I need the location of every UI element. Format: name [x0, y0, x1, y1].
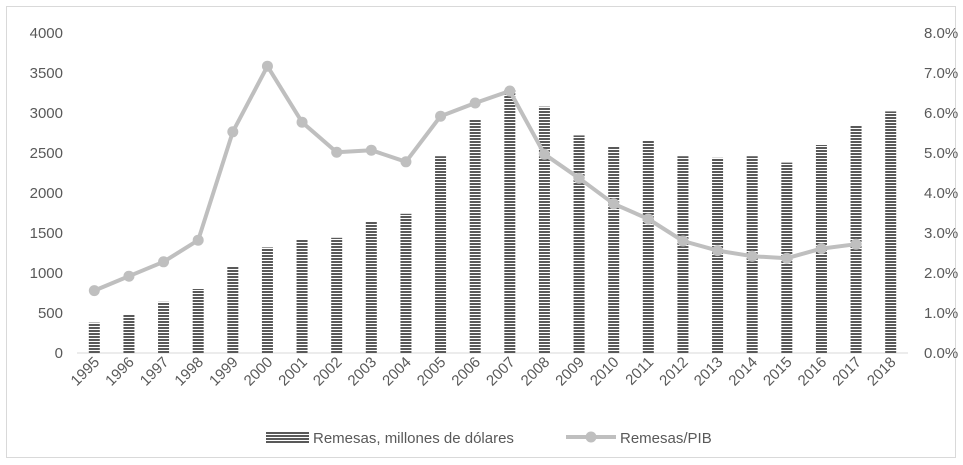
line-point-1999	[227, 126, 239, 138]
y-right-tick-label: 2.0%	[924, 265, 958, 282]
y-right-tick-label: 3.0%	[924, 225, 958, 242]
y-right-tick-label: 5.0%	[924, 145, 958, 162]
legend: Remesas, millones de dólares Remesas/PIB	[266, 430, 712, 447]
x-tick-label: 2001	[275, 354, 311, 390]
line-series	[88, 60, 862, 297]
y-right-tick-label: 0.0%	[924, 345, 958, 362]
y-left-tick-label: 2500	[30, 145, 63, 162]
bar-2001	[296, 239, 308, 353]
legend-marker-line	[585, 431, 597, 443]
legend-label-line: Remesas/PIB	[620, 430, 712, 447]
y-left-tick-label: 4000	[30, 25, 63, 42]
y-left-tick-label: 2000	[30, 185, 63, 202]
bar-2010	[608, 146, 620, 353]
x-tick-label: 2014	[725, 354, 761, 390]
legend-swatch-bars	[266, 431, 309, 443]
bar-2000	[261, 247, 273, 353]
y-right-tick-label: 1.0%	[924, 305, 958, 322]
bar-2018	[885, 111, 897, 354]
x-tick-label: 2009	[552, 354, 588, 390]
bar-2011	[642, 140, 654, 353]
line-point-2001	[296, 116, 308, 128]
bar-2004	[400, 213, 412, 353]
x-tick-label: 2002	[310, 354, 346, 390]
line-point-2014	[746, 250, 758, 262]
x-tick-label: 2003	[345, 354, 381, 390]
x-tick-label: 2017	[829, 354, 865, 390]
bar-2008	[538, 106, 550, 353]
bar-2002	[331, 237, 343, 353]
y-right-tick-label: 4.0%	[924, 185, 958, 202]
line-point-2015	[781, 252, 793, 264]
line-point-2012	[677, 235, 689, 247]
line-point-2010	[608, 198, 620, 210]
line-point-2006	[469, 97, 481, 109]
legend-label-bars: Remesas, millones de dólares	[313, 430, 514, 447]
bar-1997	[158, 301, 170, 353]
line-point-2005	[435, 110, 447, 122]
bar-series	[88, 89, 897, 354]
y-left-tick-label: 3000	[30, 105, 63, 122]
bar-2007	[504, 89, 516, 354]
line-point-1995	[88, 285, 100, 297]
x-tick-label: 2016	[795, 354, 831, 390]
chart-frame	[6, 6, 956, 458]
x-tick-label: 2013	[691, 354, 727, 390]
bar-1996	[123, 314, 135, 353]
x-tick-label: 2004	[379, 354, 415, 390]
line-point-1996	[123, 270, 135, 282]
y-left-tick-label: 0	[55, 345, 63, 362]
x-tick-label: 2018	[864, 354, 900, 390]
line-point-2002	[331, 146, 343, 158]
bar-1995	[88, 322, 100, 353]
x-tick-label: 2007	[483, 354, 519, 390]
y-right-tick-label: 7.0%	[924, 65, 958, 82]
line-point-2000	[261, 60, 273, 72]
x-tick-label: 2012	[656, 354, 692, 390]
x-tick-label: 1995	[68, 354, 104, 390]
line-point-2009	[573, 172, 585, 184]
x-tick-label: 1997	[137, 354, 173, 390]
x-tick-label: 2011	[622, 354, 657, 389]
x-tick-label: 2006	[448, 354, 484, 390]
y-left-tick-label: 1500	[30, 225, 63, 242]
y-left-tick-label: 3500	[30, 65, 63, 82]
line-point-1998	[192, 234, 204, 246]
line-point-2013	[712, 245, 724, 257]
y-left-tick-label: 1000	[30, 265, 63, 282]
x-tick-label: 2000	[241, 354, 277, 390]
y-right-tick-label: 8.0%	[924, 25, 958, 42]
bar-2009	[573, 135, 585, 353]
line-point-2003	[365, 144, 377, 156]
line-point-1997	[158, 256, 170, 268]
line-point-2004	[400, 156, 412, 168]
x-tick-label: 2010	[587, 354, 623, 390]
y-right-tick-label: 6.0%	[924, 105, 958, 122]
x-tick-label: 1998	[171, 354, 207, 390]
x-tick-label: 1996	[102, 354, 138, 390]
bar-1999	[227, 266, 239, 353]
y-left-tick-label: 500	[38, 305, 63, 322]
line-point-2008	[538, 148, 550, 160]
x-tick-label: 2015	[760, 354, 796, 390]
bar-2006	[469, 119, 481, 354]
bar-2012	[677, 156, 689, 353]
line-point-2016	[815, 243, 827, 255]
bar-2003	[365, 221, 377, 353]
x-tick-label: 2008	[518, 354, 554, 390]
line-point-2011	[642, 213, 654, 225]
x-tick-label: 1999	[206, 354, 242, 390]
x-tick-label: 2005	[414, 354, 450, 390]
line-point-2007	[504, 85, 516, 97]
bar-1998	[192, 289, 204, 353]
bar-2005	[435, 156, 447, 353]
line-point-2017	[850, 238, 862, 250]
